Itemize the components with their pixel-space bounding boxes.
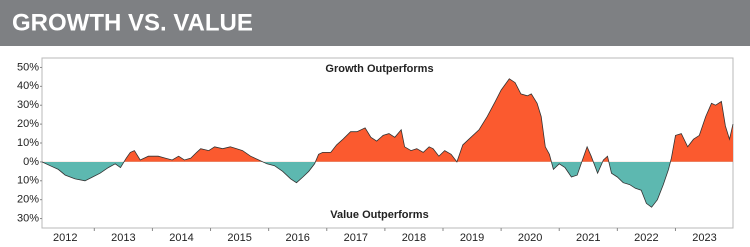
y-tick-label: 50% [17, 61, 39, 73]
x-tick-label: 2017 [344, 232, 368, 244]
outline [41, 78, 734, 208]
negative-area [42, 161, 733, 208]
y-tick-label: 10% [17, 137, 39, 149]
x-tick-label: 2021 [576, 232, 600, 244]
x-tick-label: 2023 [692, 232, 716, 244]
x-tick-label: 2013 [111, 232, 135, 244]
y-tick-label: 20% [17, 194, 39, 206]
x-tick-label: 2016 [285, 232, 309, 244]
x-tick-label: 2019 [460, 232, 484, 244]
x-tick-label: 2015 [227, 232, 251, 244]
x-tick-label: 2022 [634, 232, 658, 244]
x-tick-label: 2020 [518, 232, 542, 244]
y-tick-label: 30% [17, 99, 39, 111]
y-tick-label: 10% [17, 175, 39, 187]
chart-title: GROWTH VS. VALUE [12, 9, 253, 36]
x-tick-label: 2014 [169, 232, 193, 244]
annotation: Growth Outperforms [325, 63, 433, 75]
header-band [0, 0, 750, 46]
x-tick-label: 2012 [53, 232, 77, 244]
y-tick-label: 40% [17, 80, 39, 92]
x-tick-label: 2018 [402, 232, 426, 244]
y-tick-label: 0% [23, 156, 39, 168]
annotation: Value Outperforms [330, 209, 428, 221]
y-tick-label: 30% [17, 212, 39, 224]
y-tick-label: 20% [17, 118, 39, 130]
